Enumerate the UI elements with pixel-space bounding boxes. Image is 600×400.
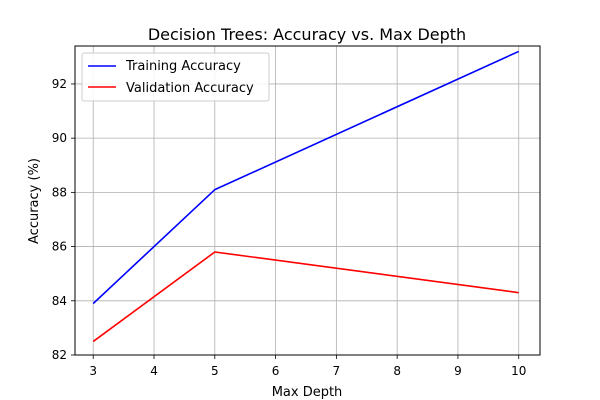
legend-validation-label: Validation Accuracy — [126, 81, 254, 96]
plot-area-frame — [74, 45, 541, 356]
y-tick-label: 84 — [52, 294, 67, 308]
y-tick-label: 82 — [52, 348, 67, 362]
y-tick-label: 88 — [52, 185, 67, 199]
x-tick-label: 8 — [393, 364, 401, 378]
training-accuracy-line — [92, 50, 520, 305]
y-tick-label: 90 — [52, 131, 67, 145]
chart-title: Decision Trees: Accuracy vs. Max Depth — [148, 25, 466, 44]
x-tick-label: 3 — [89, 364, 97, 378]
legend-box — [81, 52, 270, 102]
x-tick-label: 5 — [211, 364, 219, 378]
x-axis-label: Max Depth — [272, 385, 343, 400]
x-tick-label: 6 — [272, 364, 280, 378]
legend-training-label: Training Accuracy — [125, 59, 241, 74]
x-tick-label: 9 — [454, 364, 462, 378]
y-tick-label: 86 — [52, 240, 67, 254]
series-lines — [92, 50, 520, 343]
x-tick-label: 10 — [511, 364, 526, 378]
y-tick-label: 92 — [52, 77, 67, 91]
x-tick-label: 7 — [333, 364, 341, 378]
legend: Training Accuracy Validation Accuracy — [81, 52, 270, 102]
axis-ticks: 3 4 5 6 7 8 9 10 82 84 86 88 90 92 — [52, 77, 527, 378]
validation-accuracy-line — [92, 251, 519, 343]
x-tick-label: 4 — [150, 364, 158, 378]
y-axis-label: Accuracy (%) — [27, 158, 42, 244]
